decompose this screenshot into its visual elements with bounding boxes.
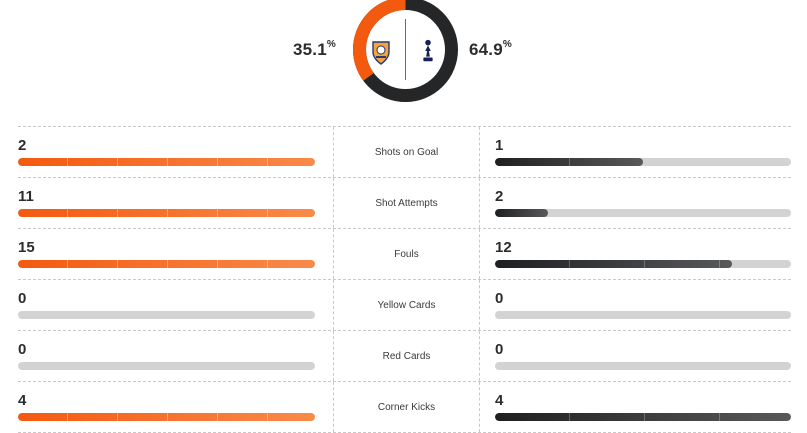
away-stat-value: 12	[495, 239, 512, 256]
away-stat-bar	[495, 209, 549, 217]
away-stat-bar	[495, 158, 643, 166]
away-stat: 1	[495, 127, 791, 177]
away-stat: 2	[495, 178, 791, 228]
stat-label: Shots on Goal	[374, 146, 439, 158]
home-stat-bar-track	[18, 311, 315, 319]
away-stat: 0	[495, 331, 791, 381]
away-stat-bar	[495, 413, 791, 421]
stat-label: Corner Kicks	[377, 401, 436, 413]
stat-label: Red Cards	[382, 350, 431, 362]
home-stat-bar-track	[18, 158, 315, 166]
away-stat-value: 1	[495, 137, 504, 154]
home-stat-value: 15	[18, 239, 35, 256]
away-stat-bar-track	[495, 158, 791, 166]
home-stat-bar-track	[18, 362, 315, 370]
luton-town-crest-icon	[372, 41, 390, 65]
home-stat: 11	[18, 178, 315, 228]
stat-label: Fouls	[394, 248, 419, 260]
stat-label-cell: Shots on Goal	[333, 127, 480, 177]
away-stat: 4	[495, 382, 791, 432]
away-stat: 0	[495, 280, 791, 330]
away-stat-value: 2	[495, 188, 504, 205]
home-stat-bar	[18, 158, 315, 166]
stat-row: 0 Red Cards 0	[18, 330, 791, 381]
home-stat-bar	[18, 413, 315, 421]
away-stat-bar-track	[495, 362, 791, 370]
tottenham-crest-icon	[423, 39, 433, 62]
stat-label: Shot Attempts	[375, 197, 438, 209]
stat-row: 0 Yellow Cards 0	[18, 279, 791, 330]
stat-label: Yellow Cards	[377, 299, 436, 311]
home-stat-value: 11	[18, 188, 34, 205]
home-stat-bar	[18, 260, 315, 268]
stat-label-cell: Red Cards	[333, 331, 480, 381]
away-stat-value: 0	[495, 341, 504, 358]
home-stat-bar-track	[18, 260, 315, 268]
away-stat-bar	[495, 260, 732, 268]
home-stat-bar	[18, 209, 315, 217]
away-stat-value: 4	[495, 392, 504, 409]
match-stats-table: 2 Shots on Goal 1 11 Shot Attempts 2	[18, 126, 791, 433]
home-stat-value: 2	[18, 137, 27, 154]
home-stat-bar-track	[18, 209, 315, 217]
stat-label-cell: Corner Kicks	[333, 382, 480, 432]
stat-label-cell: Yellow Cards	[333, 280, 480, 330]
home-stat-bar-track	[18, 413, 315, 421]
home-stat: 0	[18, 280, 315, 330]
home-stat: 2	[18, 127, 315, 177]
stat-row: 11 Shot Attempts 2	[18, 177, 791, 228]
away-stat-bar-track	[495, 209, 791, 217]
away-stat-bar-track	[495, 260, 791, 268]
home-possession-arc	[353, 0, 458, 102]
home-stat: 15	[18, 229, 315, 279]
home-stat: 0	[18, 331, 315, 381]
stat-label-cell: Shot Attempts	[333, 178, 480, 228]
home-stat-value: 4	[18, 392, 27, 409]
stat-label-cell: Fouls	[333, 229, 480, 279]
possession-donut-chart	[353, 0, 458, 102]
away-stat-bar-track	[495, 413, 791, 421]
away-stat: 12	[495, 229, 791, 279]
possession-section: 35.1% 64.9%	[0, 0, 807, 112]
away-possession: 64.9%	[469, 39, 512, 59]
stat-row: 2 Shots on Goal 1	[18, 126, 791, 177]
home-stat: 4	[18, 382, 315, 432]
stat-row: 15 Fouls 12	[18, 228, 791, 279]
stat-row: 4 Corner Kicks 4	[18, 381, 791, 433]
home-stat-value: 0	[18, 290, 27, 307]
home-possession: 35.1%	[293, 39, 336, 59]
away-stat-bar-track	[495, 311, 791, 319]
home-stat-value: 0	[18, 341, 27, 358]
away-stat-value: 0	[495, 290, 504, 307]
